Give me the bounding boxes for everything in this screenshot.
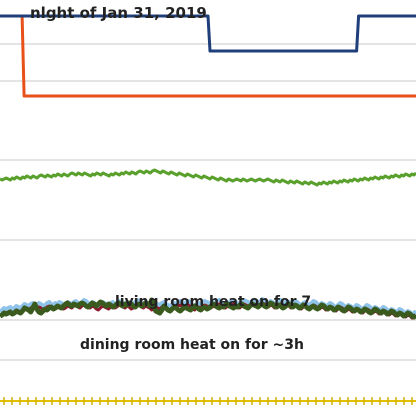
series-layer	[0, 14, 416, 320]
living-room-annotation: living room heat on for 7	[115, 294, 311, 310]
x-axis-ticks	[3, 397, 413, 405]
series-line-3	[0, 168, 416, 187]
series-line-5	[0, 14, 416, 53]
chart-title: nlght of Jan 31, 2019	[30, 4, 207, 22]
series-line-4	[0, 14, 416, 98]
grid-layer	[0, 43, 416, 361]
dining-room-annotation: dining room heat on for ~3h	[80, 337, 304, 353]
series-line-2	[0, 297, 416, 320]
